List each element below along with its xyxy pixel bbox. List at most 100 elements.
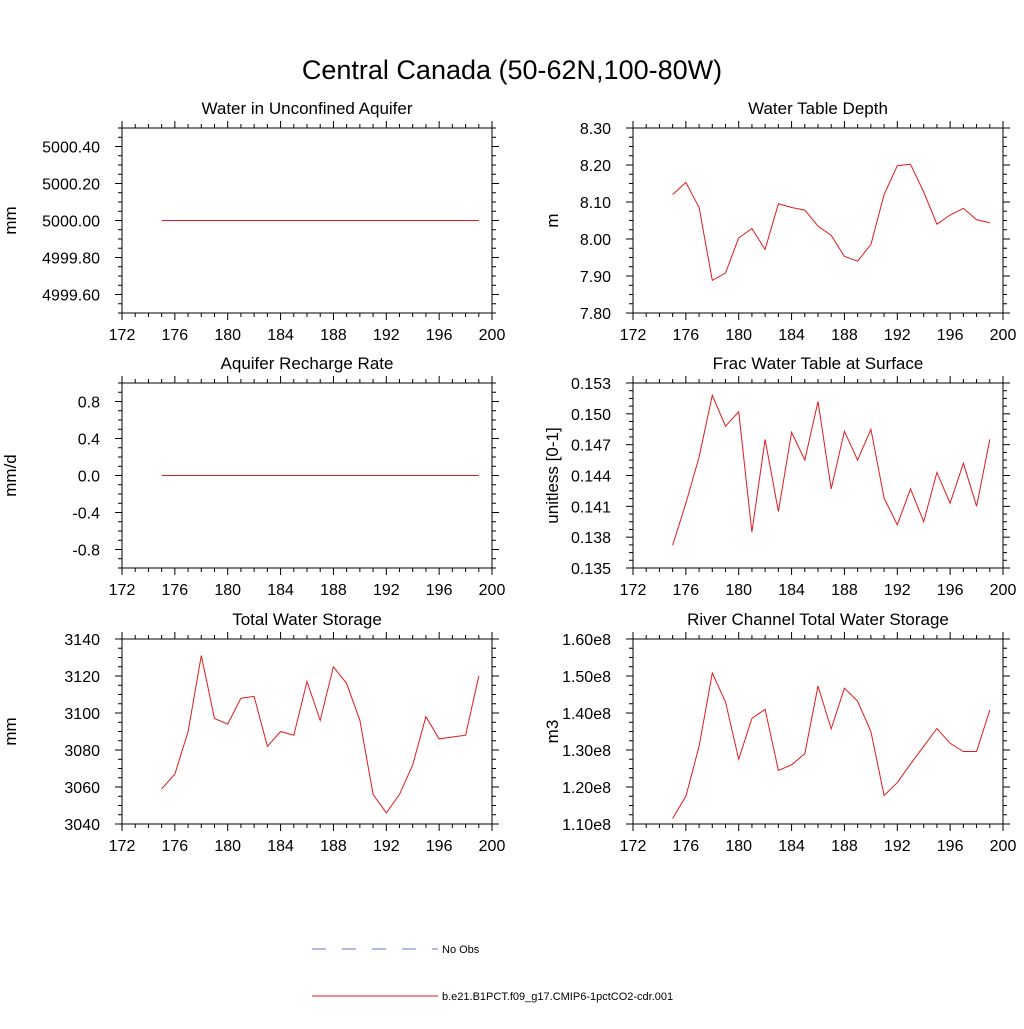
x-tick-label: 188 — [831, 327, 858, 344]
y-tick-label: 3140 — [64, 632, 100, 649]
x-tick-label: 196 — [426, 582, 453, 599]
y-tick-label: 3040 — [64, 817, 100, 834]
y-tick-label: 4999.60 — [42, 288, 100, 305]
series-line — [672, 671, 991, 819]
x-tick-label: 200 — [479, 838, 506, 855]
y-tick-label: 4999.80 — [42, 251, 100, 268]
y-tick-label: 8.10 — [580, 195, 611, 212]
panel-title: Water Table Depth — [748, 99, 888, 118]
y-axis-label: mm — [1, 206, 20, 234]
x-tick-label: 172 — [109, 838, 136, 855]
x-tick-label: 188 — [831, 838, 858, 855]
x-tick-label: 180 — [214, 327, 241, 344]
x-tick-label: 196 — [937, 327, 964, 344]
legend-label-no-obs: No Obs — [442, 944, 480, 956]
x-tick-label: 192 — [373, 327, 400, 344]
series-line — [161, 655, 480, 814]
x-tick-label: 176 — [673, 838, 700, 855]
y-tick-label: 1.60e8 — [562, 632, 611, 649]
x-tick-label: 184 — [267, 582, 294, 599]
y-tick-label: 8.30 — [580, 121, 611, 138]
x-tick-label: 200 — [990, 327, 1017, 344]
panel-title: River Channel Total Water Storage — [687, 610, 949, 629]
x-tick-label: 176 — [673, 582, 700, 599]
panel-title: Total Water Storage — [232, 610, 382, 629]
x-tick-label: 176 — [162, 327, 189, 344]
y-tick-label: 1.20e8 — [562, 780, 611, 797]
x-tick-label: 188 — [831, 582, 858, 599]
x-tick-label: 200 — [479, 582, 506, 599]
y-tick-label: 1.30e8 — [562, 743, 611, 760]
y-tick-label: 5000.00 — [42, 214, 100, 231]
x-tick-label: 172 — [109, 327, 136, 344]
y-tick-label: 1.10e8 — [562, 817, 611, 834]
panel-title: Aquifer Recharge Rate — [221, 354, 394, 373]
x-tick-label: 180 — [725, 838, 752, 855]
x-tick-label: 176 — [162, 838, 189, 855]
y-tick-label: -0.4 — [72, 506, 100, 523]
x-tick-label: 180 — [214, 838, 241, 855]
y-tick-label: 0.4 — [78, 432, 100, 449]
x-tick-label: 192 — [373, 582, 400, 599]
x-tick-label: 188 — [320, 582, 347, 599]
y-tick-label: 1.40e8 — [562, 706, 611, 723]
panel-4: Frac Water Table at Surface 172 176 180 184 1… — [543, 354, 1016, 599]
y-tick-label: 0.8 — [78, 395, 100, 412]
plot-frame — [121, 638, 493, 825]
x-tick-label: 176 — [162, 582, 189, 599]
x-tick-label: 176 — [673, 327, 700, 344]
figure-title: Central Canada (50-62N,100-80W) — [302, 55, 722, 85]
x-tick-label: 196 — [937, 582, 964, 599]
series-line — [672, 393, 991, 546]
x-tick-label: 200 — [990, 582, 1017, 599]
x-tick-label: 184 — [778, 838, 805, 855]
panel-title: Water in Unconfined Aquifer — [201, 99, 412, 118]
panel-2: Water Table Depth 172 176 180 184 188 192 196 20… — [543, 99, 1016, 344]
y-tick-label: 0.147 — [571, 438, 611, 455]
x-tick-label: 172 — [109, 582, 136, 599]
y-tick-label: -0.8 — [72, 543, 100, 560]
y-axis-label: mm/d — [1, 454, 20, 497]
x-tick-label: 200 — [990, 838, 1017, 855]
x-tick-label: 180 — [214, 582, 241, 599]
y-tick-label: 1.50e8 — [562, 669, 611, 686]
panels: Water in Unconfined Aquifer 172 176 180 184 1… — [1, 99, 1016, 855]
y-tick-label: 3100 — [64, 706, 100, 723]
x-tick-label: 180 — [725, 327, 752, 344]
x-tick-label: 196 — [426, 838, 453, 855]
y-tick-label: 0.144 — [571, 469, 611, 486]
y-axis-label: m — [543, 213, 562, 227]
y-axis-label: mm — [1, 717, 20, 745]
x-tick-label: 192 — [884, 582, 911, 599]
y-tick-label: 0.141 — [571, 499, 611, 516]
y-tick-label: 7.90 — [580, 269, 611, 286]
panel-title: Frac Water Table at Surface — [713, 354, 924, 373]
x-tick-label: 196 — [937, 838, 964, 855]
y-tick-label: 0.150 — [571, 407, 611, 424]
x-tick-label: 172 — [620, 327, 647, 344]
y-tick-label: 7.80 — [580, 306, 611, 323]
x-tick-label: 188 — [320, 838, 347, 855]
legend: No Obs b.e21.B1PCT.f09_g17.CMIP6-1pctCO2… — [312, 944, 673, 1003]
x-tick-label: 184 — [778, 327, 805, 344]
x-tick-label: 172 — [620, 582, 647, 599]
series-line — [672, 163, 990, 282]
x-tick-label: 184 — [267, 838, 294, 855]
y-tick-label: 3060 — [64, 780, 100, 797]
y-tick-label: 0.135 — [571, 561, 611, 578]
panel-6: River Channel Total Water Storage 172 176 1… — [543, 610, 1016, 855]
y-tick-label: 5000.20 — [42, 177, 100, 194]
x-tick-label: 184 — [267, 327, 294, 344]
y-tick-label: 3080 — [64, 743, 100, 760]
panel-5: Total Water Storage 172 176 180 184 188 192 196… — [1, 610, 505, 855]
y-tick-label: 0.0 — [78, 469, 100, 486]
x-tick-label: 192 — [373, 838, 400, 855]
y-tick-label: 8.20 — [580, 158, 611, 175]
plot-frame — [632, 382, 1004, 569]
y-tick-label: 5000.40 — [42, 140, 100, 157]
panel-1: Water in Unconfined Aquifer 172 176 180 184 1… — [1, 99, 505, 344]
y-axis-label: unitless [0-1] — [543, 427, 562, 523]
plot-frame — [632, 127, 1004, 314]
legend-label-model-run: b.e21.B1PCT.f09_g17.CMIP6-1pctCO2-cdr.00… — [442, 991, 673, 1003]
